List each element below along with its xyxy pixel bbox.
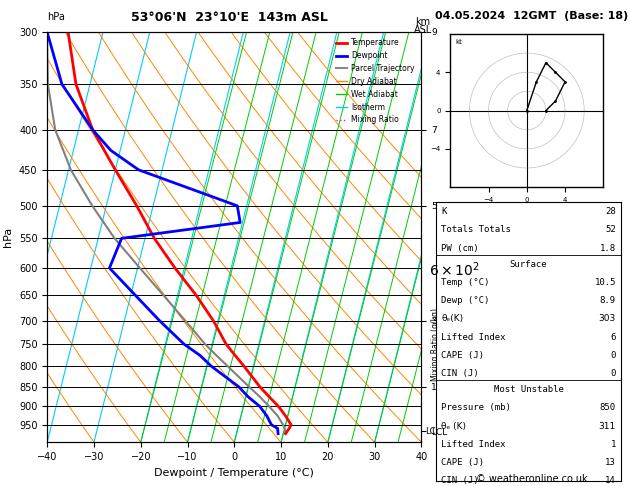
Text: K: K: [442, 208, 447, 216]
Text: Lifted Index: Lifted Index: [442, 332, 506, 342]
Text: Pressure (mb): Pressure (mb): [442, 403, 511, 413]
Text: 0: 0: [611, 369, 616, 378]
Text: θₑ (K): θₑ (K): [442, 422, 467, 431]
Text: 850: 850: [600, 403, 616, 413]
Text: Mixing Ratio (g/kg): Mixing Ratio (g/kg): [431, 308, 440, 381]
Text: LCL: LCL: [425, 427, 440, 435]
Text: PW (cm): PW (cm): [442, 243, 479, 253]
Text: Temp (°C): Temp (°C): [442, 278, 490, 287]
Text: 0: 0: [611, 351, 616, 360]
Text: 53°06'N  23°10'E  143m ASL: 53°06'N 23°10'E 143m ASL: [131, 11, 328, 23]
Text: km: km: [415, 17, 430, 27]
Text: CIN (J): CIN (J): [442, 369, 479, 378]
Text: 04.05.2024  12GMT  (Base: 18): 04.05.2024 12GMT (Base: 18): [435, 11, 628, 21]
Text: CIN (J): CIN (J): [442, 476, 479, 485]
Text: Dewp (°C): Dewp (°C): [442, 296, 490, 305]
Text: 28: 28: [605, 208, 616, 216]
Text: 311: 311: [599, 422, 616, 431]
Text: Lifted Index: Lifted Index: [442, 440, 506, 449]
Text: 10.5: 10.5: [594, 278, 616, 287]
Text: Most Unstable: Most Unstable: [494, 385, 564, 394]
X-axis label: Dewpoint / Temperature (°C): Dewpoint / Temperature (°C): [154, 468, 314, 478]
Text: 303: 303: [599, 314, 616, 324]
Text: © weatheronline.co.uk: © weatheronline.co.uk: [476, 473, 587, 484]
Text: kt: kt: [455, 38, 462, 45]
Text: 52: 52: [605, 226, 616, 234]
Text: 6: 6: [611, 332, 616, 342]
Y-axis label: hPa: hPa: [3, 227, 13, 247]
Text: ASL: ASL: [413, 25, 432, 35]
Text: 1.8: 1.8: [600, 243, 616, 253]
Text: CAPE (J): CAPE (J): [442, 351, 484, 360]
Text: CAPE (J): CAPE (J): [442, 458, 484, 467]
Text: Surface: Surface: [510, 260, 547, 269]
Text: hPa: hPa: [47, 12, 65, 22]
Legend: Temperature, Dewpoint, Parcel Trajectory, Dry Adiabat, Wet Adiabat, Isotherm, Mi: Temperature, Dewpoint, Parcel Trajectory…: [333, 35, 418, 127]
Text: Totals Totals: Totals Totals: [442, 226, 511, 234]
Text: 14: 14: [605, 476, 616, 485]
Text: 1: 1: [611, 440, 616, 449]
Text: 13: 13: [605, 458, 616, 467]
Text: θₑ(K): θₑ(K): [442, 314, 464, 324]
Text: 8.9: 8.9: [600, 296, 616, 305]
